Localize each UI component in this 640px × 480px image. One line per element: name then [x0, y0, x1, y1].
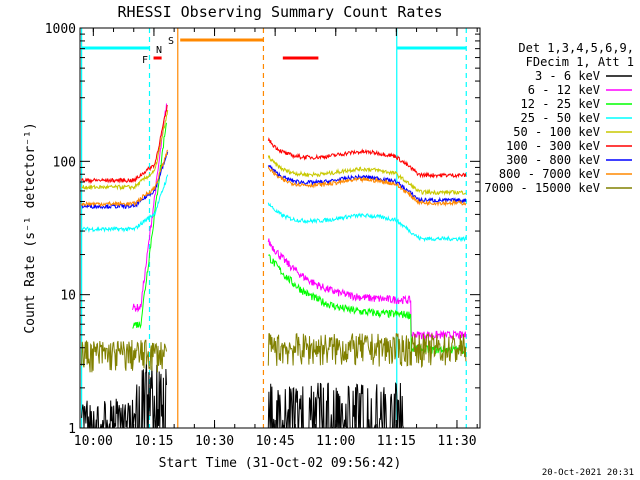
flag-bars: FNS	[81, 36, 467, 66]
series-line	[267, 202, 467, 243]
series-line	[81, 104, 168, 185]
series-line	[267, 137, 467, 179]
flag-label: F	[142, 55, 148, 66]
y-tick-label: 1	[68, 422, 76, 437]
series-line	[81, 174, 169, 233]
legend-entry-label: 100 - 300 keV	[506, 139, 600, 153]
y-tick-label: 1000	[45, 22, 76, 37]
event-markers	[81, 28, 467, 428]
y-tick-label: 10	[60, 289, 76, 304]
legend: Det 1,3,4,5,6,9,FDecim 1, Att 13 - 6 keV…	[484, 41, 634, 195]
x-tick-label: 11:00	[316, 434, 355, 449]
legend-header: FDecim 1, Att 1	[526, 55, 634, 69]
series-layer	[81, 103, 467, 429]
legend-entry-label: 6 - 12 keV	[528, 83, 600, 97]
series-line	[267, 382, 466, 429]
x-axis-label: Start Time (31-Oct-02 09:56:42)	[159, 456, 402, 471]
series-line	[267, 238, 467, 341]
x-tick-label: 10:45	[256, 434, 295, 449]
legend-entry-label: 3 - 6 keV	[535, 69, 600, 83]
footer-date: 20-Oct-2021 20:31	[542, 468, 634, 478]
series-line	[81, 109, 169, 191]
legend-entry-label: 800 - 7000 keV	[499, 167, 600, 181]
plot-frame	[79, 27, 481, 429]
legend-entry-label: 7000 - 15000 keV	[484, 181, 600, 195]
flag-label: N	[156, 45, 162, 56]
series-line	[267, 164, 467, 204]
legend-entry-label: 12 - 25 keV	[521, 97, 600, 111]
x-tick-label: 10:30	[195, 434, 234, 449]
y-tick-label: 100	[53, 155, 76, 170]
legend-entry-label: 300 - 800 keV	[506, 153, 600, 167]
series-line	[132, 103, 167, 313]
x-tick-label: 10:00	[74, 434, 113, 449]
legend-header: Det 1,3,4,5,6,9,	[518, 41, 634, 55]
series-line	[132, 122, 167, 330]
chart-title: RHESSI Observing Summary Count Rates	[117, 3, 442, 21]
x-tick-label: 11:15	[377, 434, 416, 449]
series-line	[81, 339, 167, 373]
series-line	[81, 149, 169, 208]
series-line	[267, 166, 467, 207]
legend-entry-label: 25 - 50 keV	[521, 111, 600, 125]
series-line	[267, 332, 467, 369]
x-tick-label: 10:15	[134, 434, 173, 449]
series-line	[268, 254, 467, 355]
series-line	[81, 361, 167, 429]
y-axis-label: Count Rate (s⁻¹ detector⁻¹)	[23, 122, 38, 333]
series-line	[267, 154, 467, 196]
legend-entry-label: 50 - 100 keV	[513, 125, 600, 139]
axis-ticks: 10:00 10:15 10:30 10:45 11:00 11:15 11:30 1 10 10…	[45, 22, 480, 449]
x-tick-label: 11:30	[437, 434, 476, 449]
flag-label: S	[168, 36, 174, 47]
